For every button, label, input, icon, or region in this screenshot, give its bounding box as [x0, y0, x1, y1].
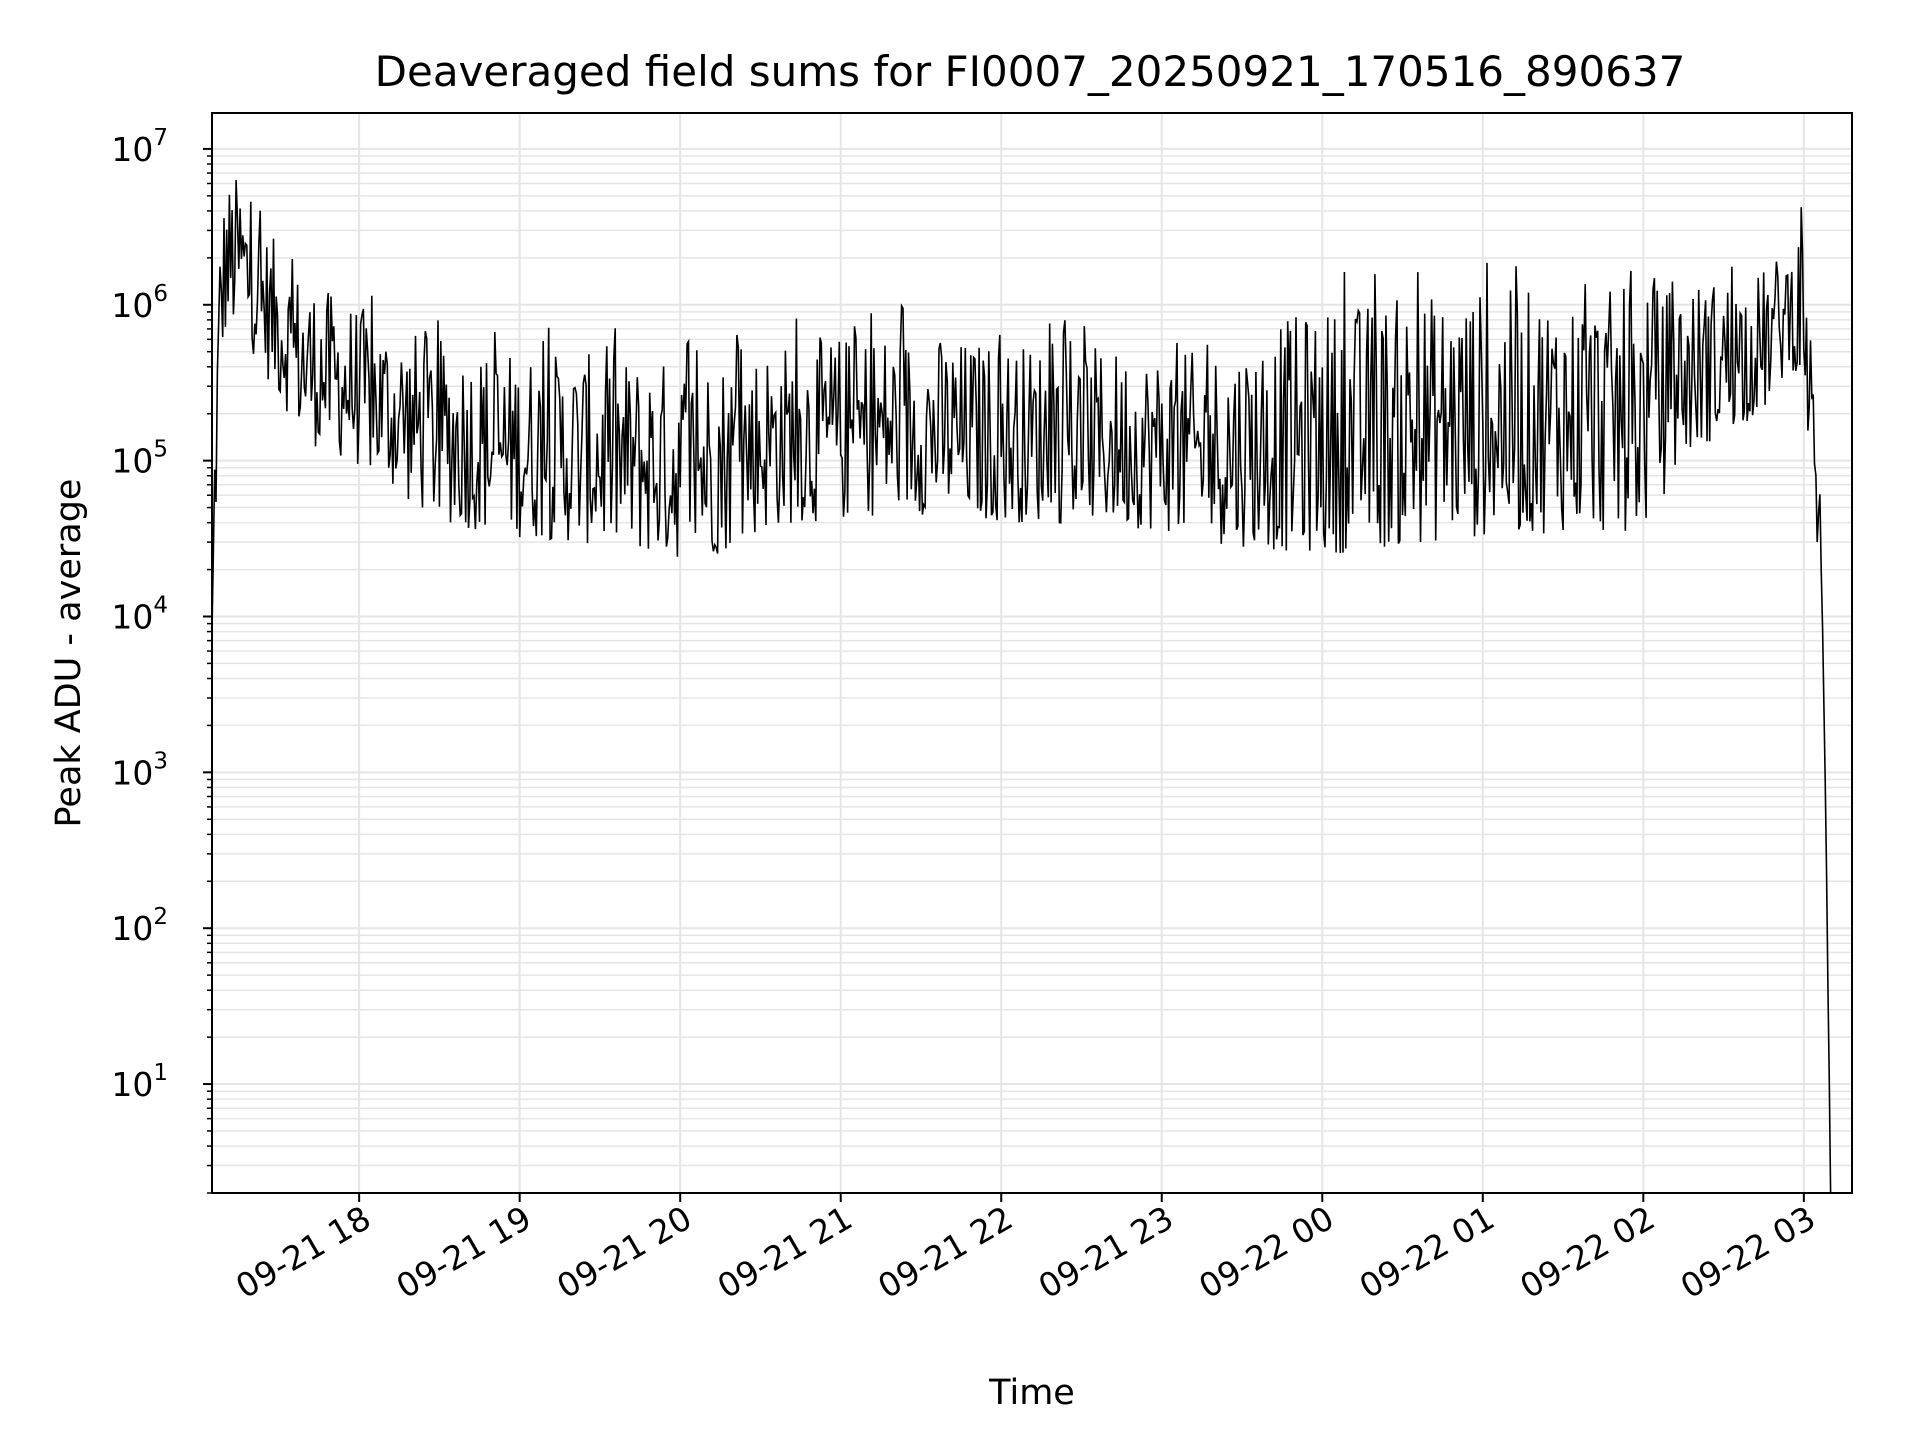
y-tick-label: 105 [111, 437, 168, 481]
x-axis-title: Time [988, 1373, 1075, 1413]
y-tick-label-base: 10 [111, 130, 153, 169]
y-tick-label-exponent: 4 [153, 592, 168, 618]
y-tick-label-base: 10 [111, 286, 153, 325]
y-tick-label: 104 [111, 592, 168, 636]
y-tick-label-exponent: 7 [153, 125, 168, 151]
y-tick-label-base: 10 [111, 753, 153, 792]
y-tick-label: 106 [111, 281, 168, 325]
plot-frame [211, 112, 1853, 1194]
y-tick-label-base: 10 [111, 1065, 153, 1104]
y-tick-label-exponent: 5 [153, 437, 168, 463]
y-tick-label-exponent: 6 [153, 281, 168, 307]
y-tick-label-base: 10 [111, 442, 153, 481]
y-tick-label: 107 [111, 125, 168, 169]
data-line-group [212, 179, 1832, 1193]
y-tick-label: 102 [111, 904, 168, 948]
y-tick-label-base: 10 [111, 909, 153, 948]
y-tick-label: 103 [111, 748, 168, 792]
data-line [212, 179, 1832, 1193]
y-tick-label-exponent: 1 [153, 1060, 168, 1086]
y-tick-label-base: 10 [111, 597, 153, 636]
y-tick-label: 101 [111, 1060, 168, 1104]
chart-title: Deaveraged field sums for FI0007_2025092… [375, 47, 1686, 96]
y-tick-label-exponent: 2 [153, 904, 168, 930]
y-axis-title: Peak ADU - average [49, 479, 89, 828]
grid [212, 113, 1852, 1194]
y-tick-label-exponent: 3 [153, 748, 168, 774]
